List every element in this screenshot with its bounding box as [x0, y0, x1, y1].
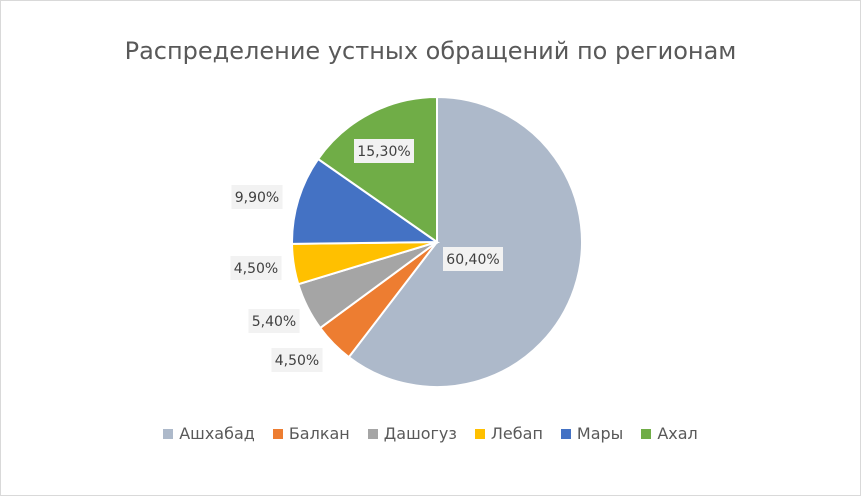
pie-slice-0 — [347, 95, 583, 388]
data-label: 4,50% — [234, 261, 278, 277]
chart-title: Распределение устных обращений по регион… — [124, 37, 737, 65]
data-label: 15,30% — [357, 144, 410, 160]
data-label-bg — [230, 256, 282, 280]
legend-label: Балкан — [288, 424, 350, 443]
legend-swatch — [560, 428, 571, 439]
data-label: 5,40% — [252, 314, 296, 330]
legend-label: Мары — [576, 424, 624, 443]
legend-swatch — [163, 428, 174, 439]
legend-label: Ахал — [657, 424, 698, 443]
legend-item: Лебап — [474, 424, 543, 443]
legend-swatch — [367, 428, 378, 439]
legend-item: Балкан — [272, 424, 350, 443]
data-label: 60,40% — [446, 252, 499, 268]
data-label: 9,90% — [235, 190, 279, 206]
pie-slice-5 — [316, 95, 438, 244]
legend-swatch — [474, 428, 485, 439]
data-label-bg — [248, 309, 300, 333]
legend-swatch — [272, 428, 283, 439]
legend: Ашхабад Балкан Дашогуз Лебап Мары Ахал — [1, 424, 860, 443]
legend-label: Дашогуз — [383, 424, 457, 443]
data-label-bg — [271, 348, 323, 372]
data-label-bg — [443, 247, 503, 271]
data-label: 4,50% — [275, 353, 319, 369]
legend-item: Мары — [560, 424, 624, 443]
data-label-bg — [231, 185, 283, 209]
legend-item: Ашхабад — [163, 424, 255, 443]
pie-slice-4 — [291, 157, 441, 245]
legend-item: Дашогуз — [367, 424, 457, 443]
legend-label: Ашхабад — [179, 424, 255, 443]
legend-label: Лебап — [490, 424, 543, 443]
legend-item: Ахал — [641, 424, 698, 443]
data-label-bg — [354, 139, 414, 163]
legend-swatch — [641, 428, 652, 439]
